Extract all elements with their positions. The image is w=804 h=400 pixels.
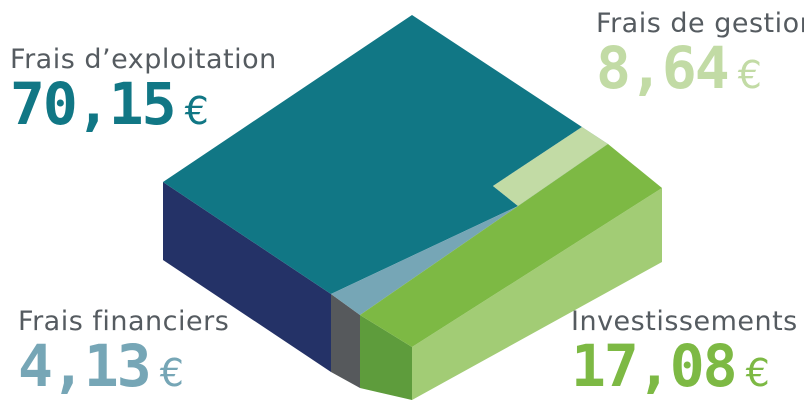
exploitation-top bbox=[163, 15, 582, 294]
segment-name: Investissements bbox=[571, 306, 798, 337]
segment-value: 4,13 bbox=[18, 332, 152, 400]
segment-label-exploitation: Frais d’exploitation 70,15 € bbox=[10, 44, 277, 133]
segment-label-investissements: Investissements 17,08 € bbox=[571, 306, 798, 395]
currency-symbol: € bbox=[184, 89, 209, 133]
currency-symbol: € bbox=[159, 351, 184, 395]
gestion-top bbox=[493, 127, 608, 206]
segment-name: Frais de gestion bbox=[596, 8, 804, 39]
currency-symbol: € bbox=[745, 351, 770, 395]
investissements-left-side bbox=[360, 315, 412, 400]
exploitation-left-side bbox=[163, 182, 331, 372]
currency-symbol: € bbox=[737, 53, 762, 97]
investissements-top bbox=[360, 144, 662, 347]
segment-label-gestion: Frais de gestion 8,64 € bbox=[596, 8, 804, 97]
segment-name: Frais d’exploitation bbox=[10, 44, 277, 75]
segment-value: 17,08 bbox=[571, 332, 738, 400]
segment-name: Frais financiers bbox=[18, 306, 230, 337]
segment-value: 70,15 bbox=[10, 70, 177, 138]
investissements-right-side bbox=[412, 188, 662, 400]
segment-value: 8,64 bbox=[596, 34, 730, 102]
financiers-left-side bbox=[331, 294, 360, 388]
segment-label-financiers: Frais financiers 4,13 € bbox=[18, 306, 229, 395]
